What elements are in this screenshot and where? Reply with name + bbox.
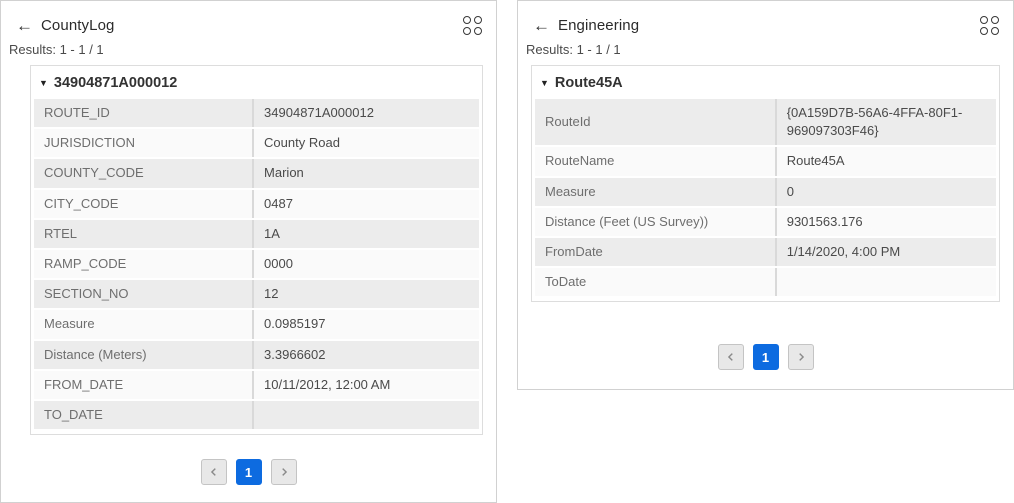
results-count: Results: 1 - 1 / 1 (526, 42, 621, 57)
pagination: 1 (1, 459, 496, 486)
chevron-left-icon (726, 352, 736, 362)
panel-header: ← Engineering (518, 1, 1013, 35)
attribute-row: FromDate 1/14/2020, 4:00 PM (535, 237, 996, 267)
attribute-label: SECTION_NO (44, 286, 129, 302)
attribute-value: 3.3966602 (252, 340, 479, 369)
attribute-table: ROUTE_ID 34904871A000012 JURISDICTION Co… (31, 99, 482, 434)
panel-title: Engineering (558, 16, 640, 34)
next-page-button[interactable] (270, 459, 297, 486)
attribute-row: ToDate (535, 268, 996, 297)
attribute-label: Distance (Feet (US Survey)) (545, 213, 709, 229)
chevron-right-icon (796, 352, 806, 362)
attribute-row: RouteId {0A159D7B-56A6-4FFA-80F1-9690973… (535, 99, 996, 146)
attribute-value: 12 (252, 280, 479, 309)
attribute-label: RTEL (44, 225, 77, 241)
attribute-row: RTEL 1A (34, 219, 479, 248)
attribute-label: COUNTY_CODE (44, 165, 144, 181)
attribute-label: ToDate (545, 274, 587, 290)
prev-page-button[interactable] (200, 459, 227, 486)
attribute-value: 9301563.176 (774, 207, 996, 236)
collapse-triangle-icon: ▼ (39, 77, 48, 88)
attribute-value: 0 (774, 177, 996, 206)
attribute-value: 1A (252, 219, 479, 248)
countylog-panel: ← CountyLog Results: 1 - 1 / 1 ▼ 3490487… (0, 0, 497, 503)
feature-title: Route45A (554, 75, 623, 91)
attribute-value: County Road (252, 129, 479, 158)
prev-page-button[interactable] (717, 344, 744, 371)
attribute-row: Measure 0 (535, 177, 996, 206)
chevron-right-icon (279, 467, 289, 477)
attribute-value: {0A159D7B-56A6-4FFA-80F1-969097303F46} (774, 99, 996, 146)
attribute-value: 0000 (252, 249, 479, 279)
next-page-button[interactable] (787, 344, 814, 371)
attribute-label: JURISDICTION (44, 135, 135, 151)
back-arrow-icon[interactable]: ← (16, 15, 33, 35)
attribute-row: TO_DATE (34, 400, 479, 430)
attribute-label: Measure (545, 183, 596, 199)
attribute-value: Marion (252, 159, 479, 188)
attribute-row: RAMP_CODE 0000 (34, 249, 479, 279)
attribute-label: Measure (44, 316, 95, 332)
attribute-row: COUNTY_CODE Marion (34, 159, 479, 188)
pagination: 1 (518, 344, 1013, 371)
attribute-row: CITY_CODE 0487 (34, 189, 479, 218)
attribute-row: Distance (Feet (US Survey)) 9301563.176 (535, 207, 996, 236)
current-page-button[interactable]: 1 (235, 459, 262, 486)
attribute-label: TO_DATE (44, 406, 103, 422)
feature-card-header[interactable]: ▼ 34904871A000012 (31, 66, 482, 99)
attribute-value (252, 400, 479, 430)
panel-title: CountyLog (41, 16, 115, 34)
feature-card: ▼ 34904871A000012 ROUTE_ID 34904871A0000… (30, 65, 483, 436)
apps-grid-icon[interactable] (980, 15, 999, 35)
attribute-row: RouteName Route45A (535, 147, 996, 176)
attribute-value: 34904871A000012 (252, 99, 479, 128)
attribute-label: CITY_CODE (44, 195, 119, 211)
attribute-value: 0487 (252, 189, 479, 218)
attribute-value: 10/11/2012, 12:00 AM (252, 370, 479, 399)
attribute-label: FROM_DATE (44, 376, 124, 392)
chevron-left-icon (209, 467, 219, 477)
apps-grid-icon[interactable] (463, 15, 482, 35)
attribute-row: Measure 0.0985197 (34, 310, 479, 339)
panel-header: ← CountyLog (1, 1, 496, 35)
attribute-table: RouteId {0A159D7B-56A6-4FFA-80F1-9690973… (532, 99, 999, 301)
attribute-row: ROUTE_ID 34904871A000012 (34, 99, 479, 128)
results-count: Results: 1 - 1 / 1 (9, 42, 104, 57)
back-arrow-icon[interactable]: ← (533, 15, 550, 35)
feature-card: ▼ Route45A RouteId {0A159D7B-56A6-4FFA-8… (531, 65, 1000, 303)
attribute-label: RouteId (545, 114, 591, 130)
attribute-value (774, 268, 996, 297)
attribute-label: ROUTE_ID (44, 105, 110, 120)
attribute-value: Route45A (774, 147, 996, 176)
attribute-value: 1/14/2020, 4:00 PM (774, 237, 996, 267)
attribute-label: RouteName (545, 153, 615, 169)
current-page-button[interactable]: 1 (752, 344, 779, 371)
collapse-triangle-icon: ▼ (540, 77, 549, 88)
attribute-row: Distance (Meters) 3.3966602 (34, 340, 479, 369)
attribute-label: Distance (Meters) (44, 346, 147, 362)
feature-title: 34904871A000012 (53, 75, 178, 91)
feature-card-header[interactable]: ▼ Route45A (532, 66, 999, 99)
attribute-row: JURISDICTION County Road (34, 129, 479, 158)
engineering-panel: ← Engineering Results: 1 - 1 / 1 ▼ Route… (517, 0, 1014, 390)
attribute-label: FromDate (545, 243, 603, 259)
attribute-row: SECTION_NO 12 (34, 280, 479, 309)
attribute-row: FROM_DATE 10/11/2012, 12:00 AM (34, 370, 479, 399)
attribute-label: RAMP_CODE (44, 255, 127, 271)
attribute-value: 0.0985197 (252, 310, 479, 339)
